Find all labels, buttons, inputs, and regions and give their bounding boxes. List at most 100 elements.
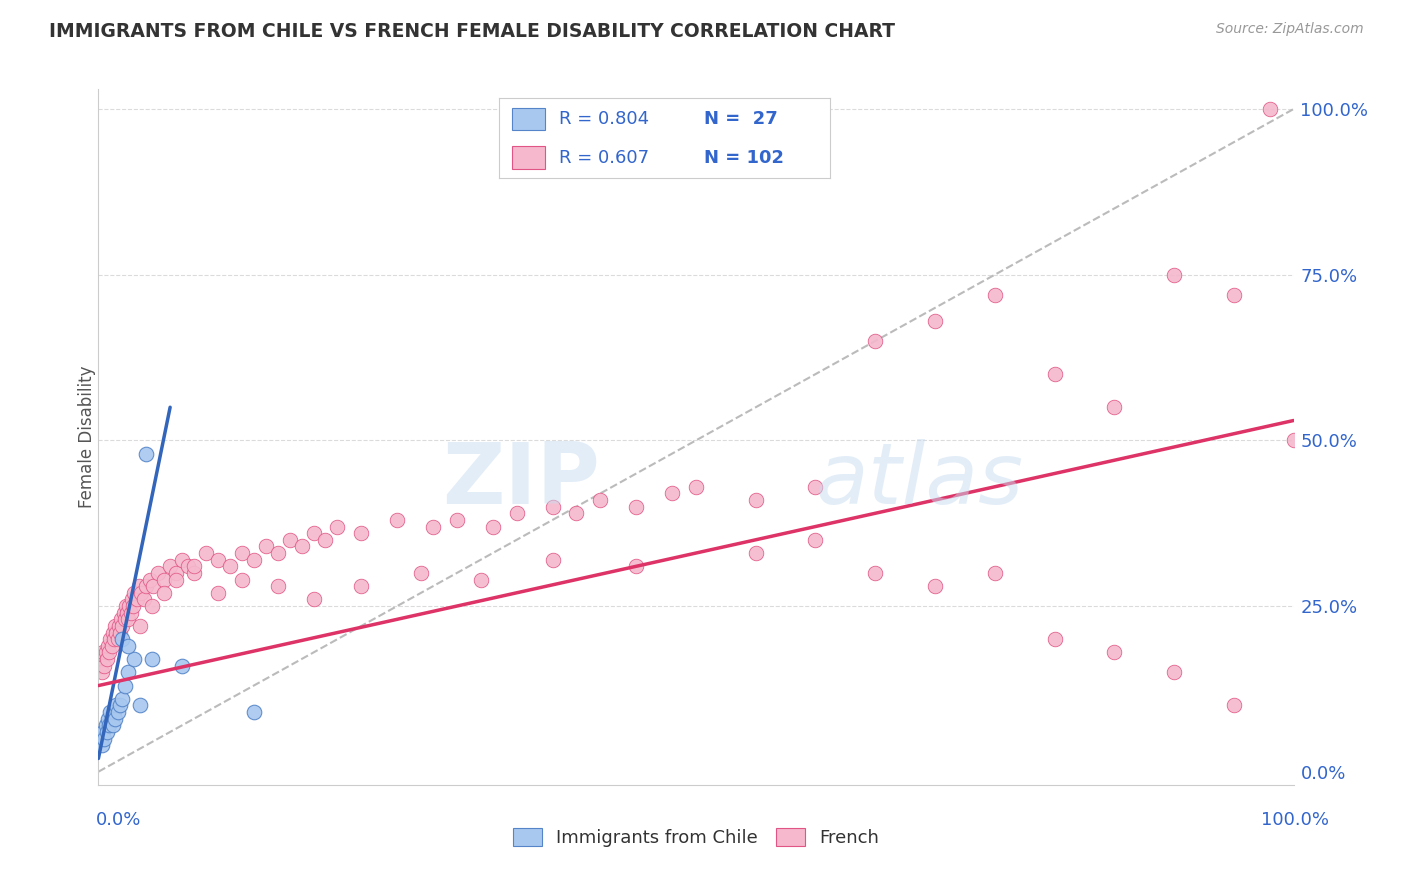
Point [924, 579, 946, 593]
Point [98, 705, 122, 719]
Point [865, 334, 887, 348]
Point [103, 705, 125, 719]
Point [111, 619, 134, 633]
Point [565, 506, 588, 520]
Point [183, 559, 205, 574]
FancyBboxPatch shape [512, 146, 546, 169]
Point [107, 705, 129, 719]
Point [482, 519, 505, 533]
Point [96, 652, 118, 666]
FancyBboxPatch shape [512, 108, 546, 130]
Point [267, 579, 290, 593]
Point [1223, 698, 1246, 713]
Point [195, 546, 218, 560]
Point [165, 566, 187, 580]
Point [108, 698, 131, 713]
Point [148, 566, 170, 580]
Point [183, 566, 205, 580]
Point [446, 513, 468, 527]
Point [207, 586, 229, 600]
Point [804, 480, 827, 494]
Point [100, 639, 122, 653]
Point [104, 619, 127, 633]
Point [103, 632, 125, 647]
Point [315, 533, 337, 547]
Point [165, 573, 187, 587]
Point [129, 698, 152, 713]
Point [661, 486, 683, 500]
Point [267, 546, 290, 560]
Point [110, 612, 132, 626]
Point [291, 540, 314, 554]
Point [589, 493, 612, 508]
Point [91, 645, 114, 659]
Point [97, 712, 120, 726]
Point [100, 712, 122, 726]
Point [98, 718, 121, 732]
Point [626, 559, 648, 574]
Point [924, 314, 946, 328]
Point [117, 639, 139, 653]
Point [128, 579, 150, 593]
Point [117, 612, 139, 626]
Point [96, 725, 118, 739]
Point [231, 573, 253, 587]
Text: ZIP: ZIP [443, 439, 600, 522]
Point [153, 586, 176, 600]
Point [984, 566, 1007, 580]
Point [326, 519, 349, 533]
Point [108, 625, 131, 640]
Point [105, 625, 128, 640]
Point [101, 625, 124, 640]
Point [1258, 102, 1281, 116]
Point [131, 586, 153, 600]
Point [1043, 632, 1066, 647]
Text: atlas: atlas [815, 439, 1024, 522]
Text: Source: ZipAtlas.com: Source: ZipAtlas.com [1216, 22, 1364, 37]
Point [541, 552, 564, 566]
Point [1163, 268, 1185, 282]
Point [94, 718, 117, 732]
Point [1104, 401, 1126, 415]
Point [125, 592, 148, 607]
Point [91, 738, 114, 752]
Point [804, 533, 827, 547]
Text: R = 0.607: R = 0.607 [558, 149, 648, 167]
Point [541, 500, 564, 514]
Point [350, 526, 373, 541]
Point [1104, 645, 1126, 659]
Legend: Immigrants from Chile, French: Immigrants from Chile, French [503, 819, 889, 856]
Point [984, 287, 1007, 301]
Point [422, 519, 444, 533]
Point [107, 632, 129, 647]
Point [1163, 665, 1185, 680]
Point [207, 552, 229, 566]
Point [132, 592, 155, 607]
Text: 100.0%: 100.0% [1261, 811, 1329, 829]
Point [153, 573, 176, 587]
Y-axis label: Female Disability: Female Disability [79, 366, 96, 508]
Point [91, 725, 114, 739]
Point [470, 573, 492, 587]
Point [254, 540, 277, 554]
Point [159, 559, 181, 574]
Point [1043, 367, 1066, 381]
Point [141, 599, 163, 613]
Point [94, 645, 117, 659]
Point [91, 665, 114, 680]
Point [1223, 287, 1246, 301]
Point [243, 552, 266, 566]
Point [90, 652, 112, 666]
Point [626, 500, 648, 514]
Point [118, 599, 141, 613]
Point [177, 559, 200, 574]
Point [124, 652, 146, 666]
Point [107, 619, 129, 633]
Point [115, 606, 138, 620]
Point [98, 632, 122, 647]
Point [135, 447, 157, 461]
Point [745, 546, 768, 560]
Point [865, 566, 887, 580]
Point [302, 592, 325, 607]
Point [506, 506, 529, 520]
